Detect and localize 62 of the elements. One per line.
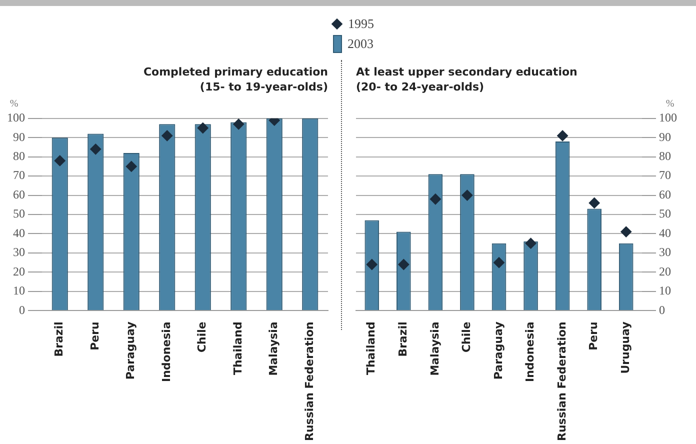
point xyxy=(90,144,102,155)
y-tick-label: 90 xyxy=(659,130,671,144)
point xyxy=(525,238,536,249)
x-tick-label: Russian Federation xyxy=(555,322,568,442)
y-tick-label: 60 xyxy=(13,187,25,202)
y-tick-label: 70 xyxy=(659,168,671,182)
y-tick-label: 90 xyxy=(13,130,25,144)
y-tick-label: 10 xyxy=(13,284,25,298)
y-tick-label: 40 xyxy=(659,226,671,240)
y-tick-label: 80 xyxy=(659,149,671,163)
point xyxy=(494,257,504,268)
x-tick-label: Paraguay xyxy=(492,322,505,380)
x-tick-label: Malaysia xyxy=(267,322,280,376)
point xyxy=(620,226,632,238)
y-tick-label: 50 xyxy=(13,206,25,221)
y-tick-label: 20 xyxy=(659,264,671,278)
y-tick-label: 30 xyxy=(659,245,671,260)
y-tick-label: 100 xyxy=(7,110,25,125)
y-tick-label: 10 xyxy=(659,284,671,298)
point xyxy=(430,194,441,205)
point xyxy=(233,118,244,130)
point xyxy=(557,130,568,142)
x-tick-label: Chile xyxy=(460,322,474,353)
legend-label: 2003 xyxy=(348,36,374,52)
point xyxy=(126,160,137,172)
point xyxy=(366,258,378,270)
y-tick-label: 100 xyxy=(659,110,677,125)
x-tick-label: Thailand xyxy=(231,322,244,376)
y-tick-label: 80 xyxy=(13,149,25,163)
point xyxy=(54,155,66,166)
point xyxy=(462,190,473,201)
point xyxy=(398,258,410,270)
x-tick-label: Paraguay xyxy=(124,322,138,380)
y-tick-label: 40 xyxy=(13,226,25,240)
x-tick-label: Uruguay xyxy=(618,322,632,374)
point xyxy=(162,130,173,142)
legend-label: 1995 xyxy=(348,16,374,32)
y-axis-title: % xyxy=(10,98,18,110)
y-tick-label: 70 xyxy=(13,168,25,182)
x-tick-label: Russian Federation xyxy=(302,322,316,442)
y-axis-title: % xyxy=(666,98,674,110)
x-tick-label: Thailand xyxy=(364,322,378,376)
chart-subtitle: (15- to 19-year-olds) xyxy=(200,80,328,94)
point xyxy=(197,122,208,134)
x-tick-label: Malaysia xyxy=(428,322,442,376)
y-tick-label: 0 xyxy=(19,302,25,317)
chart-title: At least upper secondary education xyxy=(356,65,578,78)
y-tick-label: 50 xyxy=(659,206,671,221)
y-tick-label: 30 xyxy=(13,245,25,260)
x-tick-label: Brazil xyxy=(396,322,410,357)
y-tick-label: 60 xyxy=(659,187,671,202)
x-tick-label: Brazil xyxy=(52,322,66,357)
x-tick-label: Indonesia xyxy=(524,322,537,382)
x-tick-label: Peru xyxy=(587,322,600,350)
x-tick-label: Indonesia xyxy=(160,322,173,382)
point xyxy=(588,197,600,208)
y-tick-label: 20 xyxy=(13,264,25,278)
chart-title: Completed primary education xyxy=(143,65,328,78)
x-tick-label: Chile xyxy=(196,322,209,353)
x-tick-label: Peru xyxy=(88,322,102,350)
y-tick-label: 0 xyxy=(659,302,665,317)
chart-subtitle: (20- to 24-year-olds) xyxy=(356,80,484,94)
